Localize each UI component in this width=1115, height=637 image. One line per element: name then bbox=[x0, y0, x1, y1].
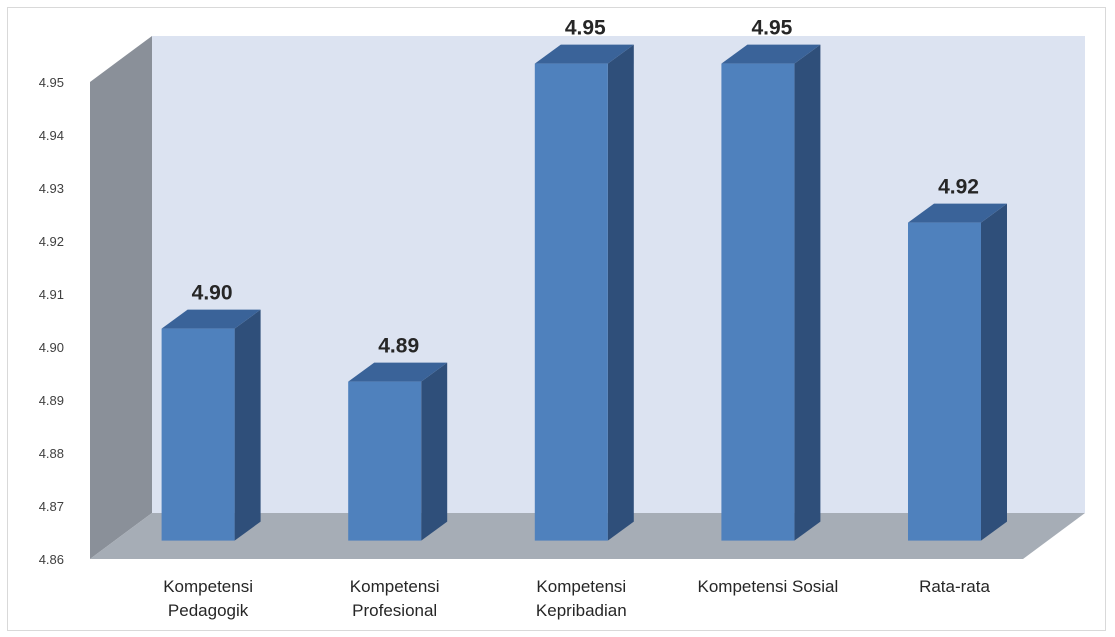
category-label: Pedagogik bbox=[168, 601, 249, 620]
bar-front bbox=[534, 63, 608, 541]
category-label: Kompetensi bbox=[350, 577, 440, 596]
category-label: Kompetensi bbox=[163, 577, 253, 596]
y-tick-label: 4.88 bbox=[39, 446, 64, 461]
bar-side bbox=[607, 44, 634, 541]
y-tick-label: 4.90 bbox=[39, 340, 64, 355]
x-axis-categories: Kompetensi Pedagogik Kompetensi Profesional… bbox=[163, 577, 990, 620]
bars: 4.90 4.89 4.95 4.95 4.92 bbox=[161, 17, 1007, 541]
bar bbox=[348, 362, 448, 541]
chart-frame: 4.86 4.87 4.88 4.89 4.90 4.91 4.92 4.93 4.94 4.95… bbox=[7, 7, 1106, 631]
bar-top bbox=[534, 44, 634, 64]
data-label: 4.90 bbox=[192, 282, 233, 305]
bar-front bbox=[721, 63, 795, 541]
bar-front bbox=[908, 222, 981, 541]
y-axis-ticks: 4.86 4.87 4.88 4.89 4.90 4.91 4.92 4.93 4.94 4.95 bbox=[39, 75, 64, 567]
bar-side bbox=[234, 309, 261, 541]
bar-front bbox=[348, 381, 422, 541]
bar-top bbox=[721, 44, 821, 64]
y-tick-label: 4.95 bbox=[39, 75, 64, 90]
category-label: Kepribadian bbox=[536, 601, 627, 620]
bar bbox=[161, 309, 261, 541]
y-tick-label: 4.91 bbox=[39, 287, 64, 302]
data-label: 4.89 bbox=[378, 335, 419, 358]
bar-front bbox=[161, 328, 235, 541]
y-tick-label: 4.92 bbox=[39, 234, 64, 249]
category-label: Kompetensi bbox=[536, 577, 626, 596]
bar-side bbox=[981, 203, 1007, 541]
category-label: Kompetensi Sosial bbox=[697, 577, 838, 596]
bar-chart-3d: 4.86 4.87 4.88 4.89 4.90 4.91 4.92 4.93 4.94 4.95… bbox=[39, 17, 1085, 620]
y-tick-label: 4.89 bbox=[39, 393, 64, 408]
y-tick-label: 4.93 bbox=[39, 181, 64, 196]
bar bbox=[721, 44, 821, 541]
data-label: 4.95 bbox=[565, 17, 606, 40]
bar bbox=[908, 203, 1007, 541]
category-label: Rata-rata bbox=[919, 577, 990, 596]
category-label: Profesional bbox=[352, 601, 437, 620]
bar-top bbox=[161, 309, 261, 329]
bar-side bbox=[794, 44, 821, 541]
y-tick-label: 4.86 bbox=[39, 552, 64, 567]
y-tick-label: 4.87 bbox=[39, 499, 64, 514]
y-tick-label: 4.94 bbox=[39, 128, 64, 143]
bar-top bbox=[348, 362, 448, 382]
data-label: 4.92 bbox=[938, 176, 979, 199]
bar-side bbox=[421, 362, 448, 541]
bar bbox=[534, 44, 634, 541]
chart-side-wall bbox=[90, 36, 152, 559]
data-label: 4.95 bbox=[751, 17, 792, 40]
bar-top bbox=[908, 203, 1007, 223]
